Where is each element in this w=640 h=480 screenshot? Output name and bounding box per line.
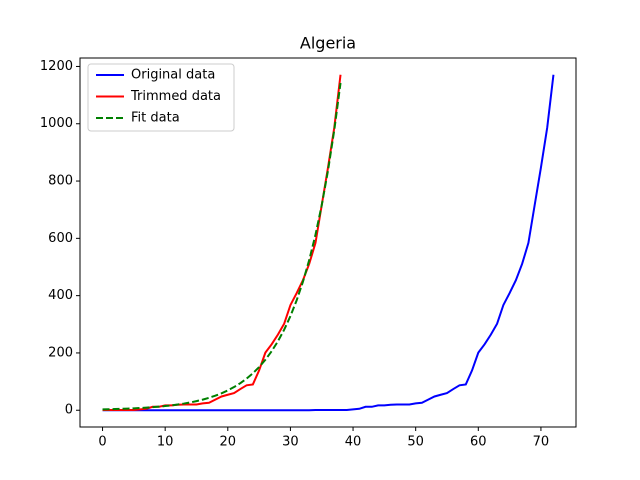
x-tick-label: 60 xyxy=(470,435,487,450)
x-tick-label: 20 xyxy=(220,435,237,450)
plot-frame xyxy=(79,57,577,428)
y-tick-label: 1200 xyxy=(40,59,73,74)
y-tick-label: 0 xyxy=(65,403,73,418)
x-tick-label: 50 xyxy=(407,435,424,450)
y-tick-label: 800 xyxy=(48,174,73,189)
legend-box xyxy=(87,63,235,132)
series-line xyxy=(102,74,342,411)
chart-title: Algeria xyxy=(300,34,356,53)
series-line xyxy=(102,74,555,412)
legend-label: Original data xyxy=(131,68,215,83)
x-tick-label: 10 xyxy=(157,435,174,450)
x-tick-label: 40 xyxy=(345,435,362,450)
y-tick-label: 200 xyxy=(48,345,73,360)
x-tick-label: 70 xyxy=(533,435,550,450)
series-line xyxy=(102,82,342,411)
x-tick-label: 30 xyxy=(282,435,299,450)
y-tick-label: 1000 xyxy=(40,116,73,131)
legend-label: Trimmed data xyxy=(130,89,221,104)
y-tick-label: 400 xyxy=(48,288,73,303)
legend-label: Fit data xyxy=(131,111,180,126)
y-tick-label: 600 xyxy=(48,231,73,246)
x-tick-label: 0 xyxy=(98,435,106,450)
